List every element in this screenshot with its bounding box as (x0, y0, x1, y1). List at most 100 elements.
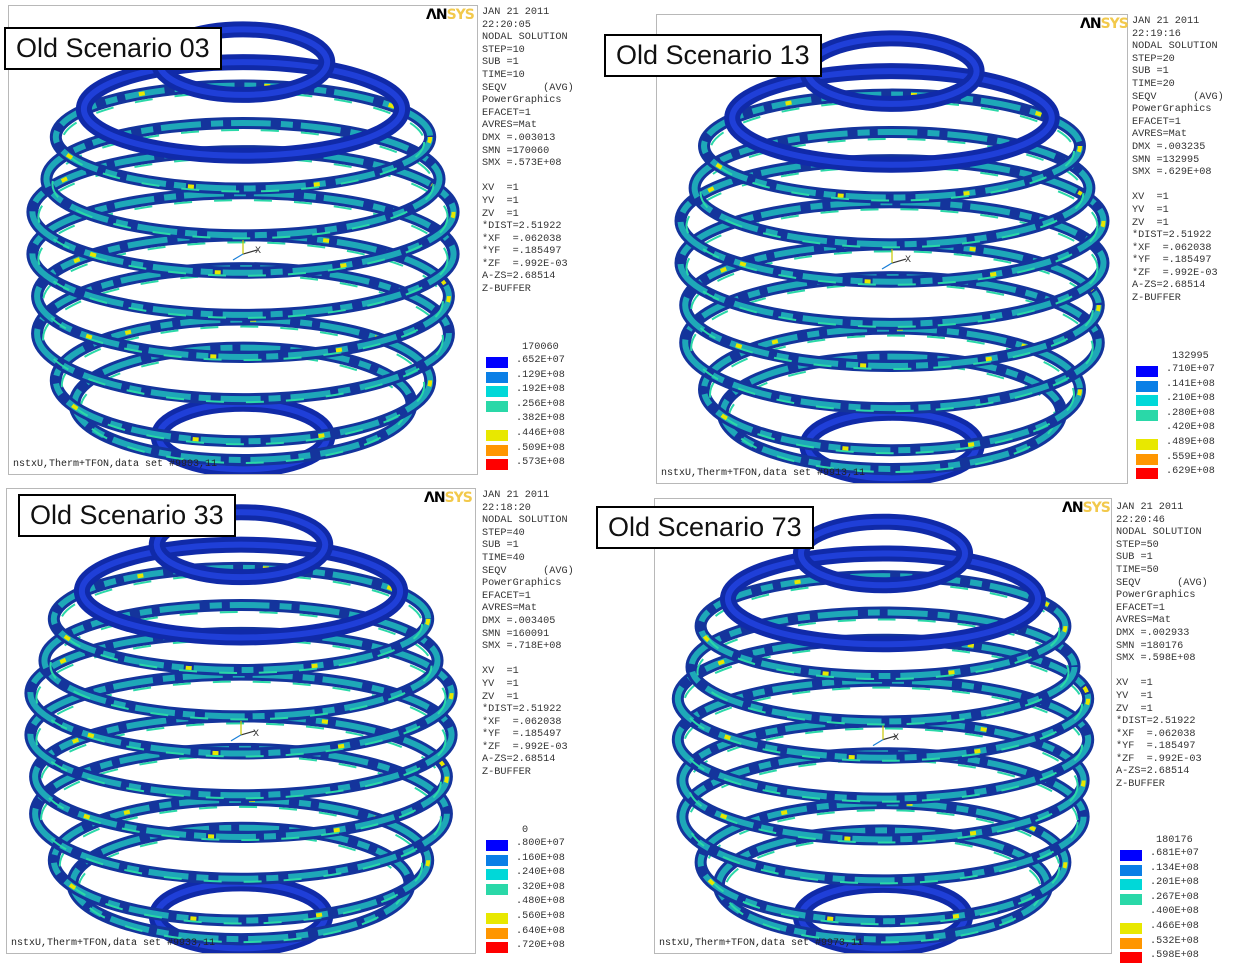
coil-hotspot (683, 242, 1101, 369)
legend-row: .573E+08 (486, 457, 586, 472)
coil-ring-stress (674, 677, 1092, 802)
coil-hotspot (702, 326, 1082, 453)
legend-value-label: .256E+08 (516, 398, 565, 410)
data-set-footer: nstxU,Therm+TFON,data set #9973,11 (659, 938, 864, 949)
legend-swatch (1136, 438, 1158, 450)
coil-hotspot (33, 714, 449, 839)
legend-swatch (486, 854, 508, 866)
legend-row: .192E+08 (486, 384, 586, 399)
legend-row: .710E+07 (1136, 364, 1236, 379)
coil-stack-graphic (671, 513, 1095, 953)
coil-ring-inner (37, 199, 449, 319)
axis-z-line (881, 262, 893, 270)
coil-hotspot (675, 637, 1091, 760)
legend-swatch (486, 912, 508, 924)
scenario-label: Old Scenario 33 (18, 494, 236, 537)
legend-value-label: .320E+08 (516, 881, 565, 893)
legend-swatch (1120, 850, 1142, 861)
data-set-footer: nstxU,Therm+TFON,data set #9933,11 (11, 938, 216, 949)
coil-ring-inner (687, 727, 1079, 844)
coil-ring-highlight (724, 550, 1042, 648)
coil-ring-inner (699, 138, 1085, 249)
legend-row: .509E+08 (486, 443, 586, 458)
legend-value-label: .201E+08 (1150, 877, 1199, 889)
coil-ring-stress (43, 120, 443, 239)
scenario-label: Old Scenario 03 (4, 27, 222, 70)
scenario-label: Old Scenario 73 (596, 506, 814, 549)
panel-scenario-73: X nstxU,Therm+TFON,data set #9973,11 ΛNS… (596, 498, 1248, 964)
legend-row: .280E+08 (1136, 408, 1236, 423)
coil-hotspot (53, 83, 433, 191)
legend-swatch (1136, 409, 1158, 421)
contour-legend: 0 .800E+07 .160E+08 .240E+08 .320E+08 .480E+0… (486, 825, 586, 955)
legend-swatch (1136, 366, 1158, 377)
legend-row: .598E+08 (1120, 950, 1220, 965)
legend-value-label: .598E+08 (1150, 950, 1199, 962)
legend-swatch (486, 840, 508, 851)
legend-row: .720E+08 (486, 940, 586, 955)
coil-stack-graphic (24, 504, 458, 953)
solution-info-text: JAN 21 2011 22:19:16 NODAL SOLUTION STEP… (1132, 16, 1224, 305)
legend-row: .240E+08 (486, 867, 586, 882)
data-set-footer: nstxU,Therm+TFON,data set #9903,11 (13, 459, 218, 470)
legend-min-value: 0 (522, 825, 529, 836)
legend-value-label: .710E+07 (1166, 364, 1215, 375)
legend-row: .420E+08 (1136, 422, 1236, 437)
legend-swatch (1120, 893, 1142, 905)
legend-value-label: .267E+08 (1150, 891, 1199, 903)
legend-value-label: .559E+08 (1166, 451, 1215, 463)
legend-swatch (486, 869, 508, 881)
legend-row: .129E+08 (486, 370, 586, 385)
coil-hotspot (53, 317, 433, 444)
ansys-logo: ΛNSYS (1080, 16, 1129, 32)
coil-ring-inner (51, 129, 435, 240)
coil-ring-stress (697, 800, 1069, 925)
model-viewport[interactable]: X nstxU,Therm+TFON,data set #9913,11 (656, 14, 1128, 484)
coil-ring-inner (35, 680, 447, 800)
legend-swatch (486, 942, 508, 954)
model-viewport[interactable]: X nstxU,Therm+TFON,data set #9903,11 (8, 5, 478, 475)
coil-ring-inner (37, 157, 449, 277)
legend-value-label: .240E+08 (516, 867, 565, 879)
coil-ring-highlight (729, 68, 1055, 168)
coil-ring-inner (58, 805, 424, 925)
coil-hotspot (51, 797, 431, 923)
legend-value-label: .720E+08 (516, 940, 565, 952)
coil-ring-inner (60, 91, 426, 193)
axis-x-line (240, 730, 256, 736)
legend-value-label: .532E+08 (1150, 935, 1199, 947)
legend-value-label: .420E+08 (1166, 422, 1215, 434)
legend-value-label: .480E+08 (516, 896, 565, 908)
coil-ring-inner (705, 809, 1061, 926)
model-viewport[interactable]: X nstxU,Therm+TFON,data set #9933,11 (6, 488, 476, 954)
legend-value-label: .210E+08 (1166, 393, 1215, 405)
legend-row: .160E+08 (486, 853, 586, 868)
legend-row: .256E+08 (486, 399, 586, 414)
scenario-label: Old Scenario 13 (604, 34, 822, 77)
legend-swatch (1136, 395, 1158, 407)
legend-swatch (486, 386, 508, 398)
legend-row: .210E+08 (1136, 393, 1236, 408)
legend-min-value: 180176 (1156, 835, 1193, 846)
axis-x-line (882, 735, 898, 741)
legend-value-label: .629E+08 (1166, 466, 1215, 478)
model-viewport[interactable]: X nstxU,Therm+TFON,data set #9973,11 (654, 498, 1112, 954)
solution-info-text: JAN 21 2011 22:20:46 NODAL SOLUTION STEP… (1116, 502, 1208, 791)
legend-value-label: .573E+08 (516, 457, 565, 469)
coil-ring-inner (685, 166, 1099, 286)
legend-value-label: .446E+08 (516, 427, 565, 439)
coil-ring-inner (696, 618, 1070, 726)
coil-hotspot (702, 92, 1082, 200)
legend-row: .400E+08 (1120, 906, 1220, 921)
solution-info-text: JAN 21 2011 22:18:20 NODAL SOLUTION STEP… (482, 490, 574, 779)
coil-ring-highlight (153, 509, 329, 581)
legend-row: .141E+08 (1136, 379, 1236, 394)
coil-ring-inner (709, 334, 1075, 455)
coil-ring-inner (49, 610, 433, 721)
coil-ring (685, 606, 1081, 728)
legend-value-label: .160E+08 (516, 852, 565, 864)
coil-ring-highlight (80, 59, 406, 159)
coil-stack-graphic (26, 21, 460, 474)
legend-row: .681E+07 (1120, 848, 1220, 863)
legend-row: .466E+08 (1120, 921, 1220, 936)
